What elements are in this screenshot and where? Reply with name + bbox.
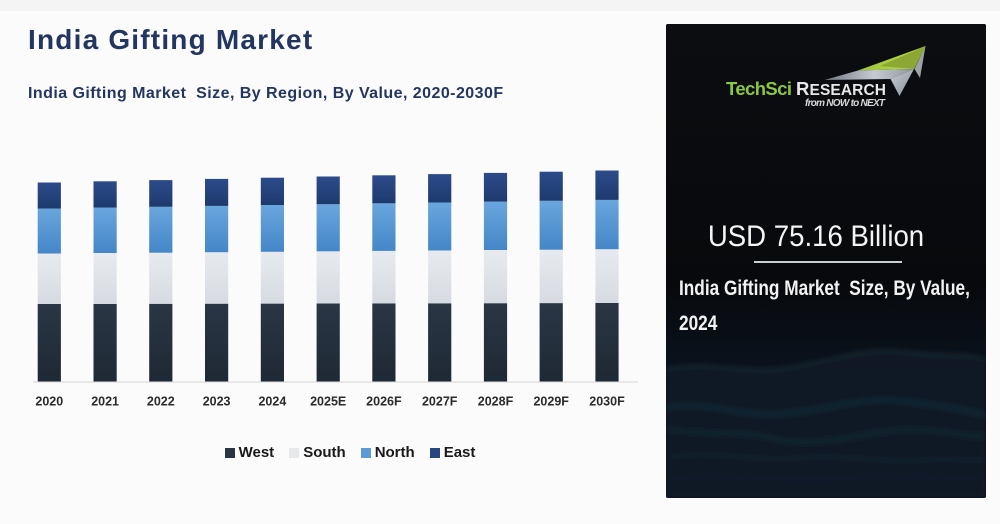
svg-text:2026F: 2026F <box>366 395 402 409</box>
svg-text:2022: 2022 <box>147 395 175 409</box>
svg-text:2021: 2021 <box>91 395 119 409</box>
svg-text:2025E: 2025E <box>310 395 346 409</box>
svg-text:RESEARCH: RESEARCH <box>796 78 886 99</box>
svg-text:2020: 2020 <box>35 395 63 409</box>
svg-text:2029F: 2029F <box>533 395 569 409</box>
svg-text:2023: 2023 <box>203 395 231 409</box>
svg-text:from NOW to NEXT: from NOW to NEXT <box>805 98 886 109</box>
svg-text:2024: 2024 <box>258 395 286 409</box>
svg-text:2030F: 2030F <box>589 395 625 409</box>
svg-text:2027F: 2027F <box>422 395 458 409</box>
svg-text:2028F: 2028F <box>478 395 514 409</box>
svg-text:TechSci: TechSci <box>726 78 792 99</box>
